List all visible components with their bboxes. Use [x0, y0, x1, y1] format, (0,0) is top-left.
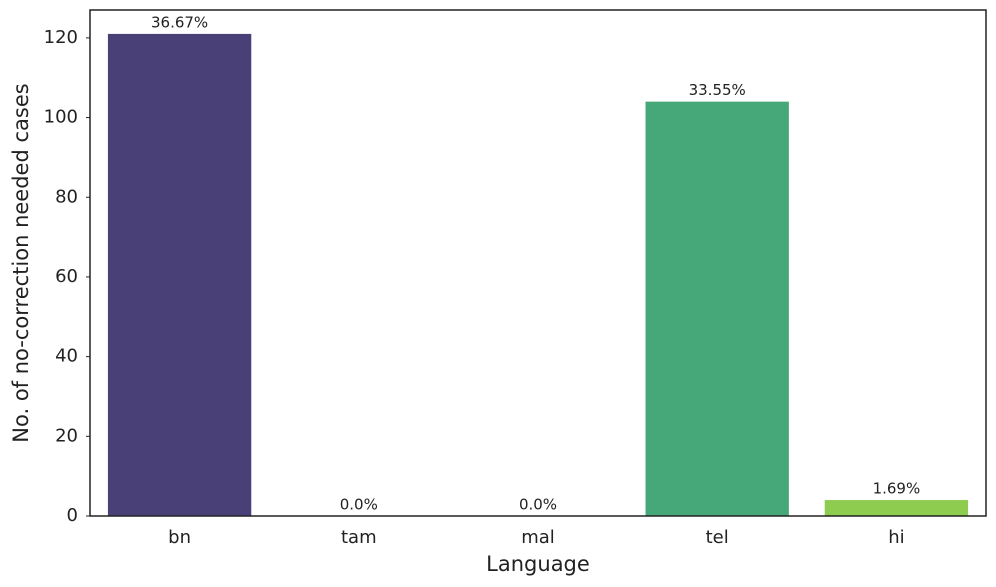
y-tick-label: 60: [55, 266, 78, 287]
y-tick-label: 20: [55, 425, 78, 446]
bar: [824, 500, 969, 516]
x-tick-label: tel: [706, 527, 729, 548]
x-tick-label: hi: [888, 527, 904, 548]
y-axis-label: No. of no-correction needed cases: [9, 83, 33, 442]
plot-frame: [89, 9, 987, 517]
y-tick-label: 80: [55, 186, 78, 207]
y-tick-label: 0: [67, 505, 78, 526]
x-axis-label: Language: [486, 552, 590, 576]
x-tick-label: bn: [168, 527, 191, 548]
x-tick-label: tam: [341, 527, 377, 548]
bar-annotation: 1.69%: [873, 480, 921, 498]
bar: [107, 33, 252, 516]
y-tick-label: 40: [55, 346, 78, 367]
x-tick-label: mal: [521, 527, 555, 548]
bar-annotation: 0.0%: [519, 496, 557, 514]
y-tick-label: 120: [44, 27, 78, 48]
y-tick-label: 100: [44, 107, 78, 128]
bar-annotation: 0.0%: [340, 496, 378, 514]
bar-annotation: 33.55%: [689, 81, 746, 99]
bar-annotation: 36.67%: [151, 13, 208, 31]
bar: [645, 101, 789, 517]
